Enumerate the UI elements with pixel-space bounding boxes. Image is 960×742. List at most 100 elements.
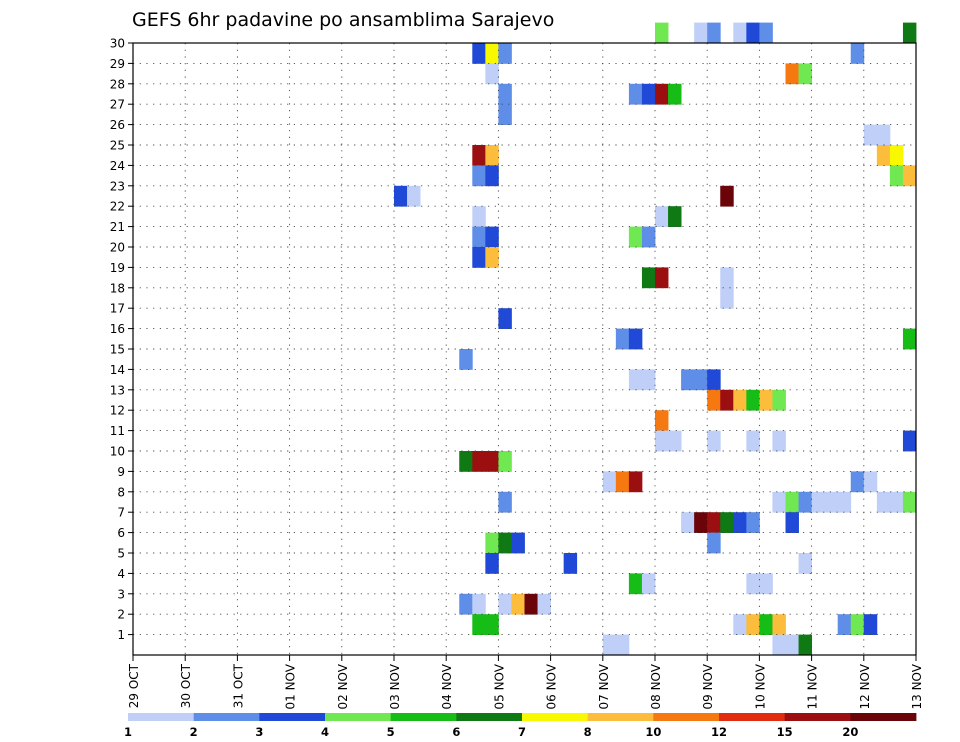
y-tick-label: 24 xyxy=(110,159,125,173)
colorbar-swatch xyxy=(653,713,720,721)
precip-cell xyxy=(863,614,878,635)
precip-cell xyxy=(707,512,721,533)
x-tick-label: 12 NOV xyxy=(858,663,872,709)
precip-cell xyxy=(733,22,747,44)
precip-cell xyxy=(459,593,473,615)
precip-cell xyxy=(668,206,682,227)
x-tick-label: 11 NOV xyxy=(806,663,820,709)
colorbar-label: 2 xyxy=(190,725,198,739)
colorbar-label: 6 xyxy=(452,725,460,739)
precip-cell xyxy=(694,22,708,44)
precip-cell xyxy=(902,491,917,513)
precip-cell xyxy=(498,104,512,125)
y-tick-label: 2 xyxy=(117,608,125,622)
colorbar-label: 1 xyxy=(124,725,132,739)
colorbar-label: 7 xyxy=(518,725,526,739)
x-tick-label: 08 NOV xyxy=(649,663,663,709)
precip-cell xyxy=(772,614,786,635)
y-tick-label: 20 xyxy=(110,241,125,255)
precip-cell xyxy=(876,491,891,513)
precip-cell xyxy=(615,328,630,350)
precip-cell xyxy=(759,614,773,635)
precip-cell xyxy=(811,491,826,513)
precip-cell xyxy=(641,369,656,391)
y-tick-label: 30 xyxy=(110,37,125,51)
y-tick-label: 29 xyxy=(110,57,125,71)
precip-cell xyxy=(563,553,578,574)
precip-cell xyxy=(668,430,682,452)
precip-cell xyxy=(655,267,669,289)
precip-cell xyxy=(746,512,760,533)
precip-cell xyxy=(798,634,812,656)
x-tick-label: 04 NOV xyxy=(440,663,454,709)
precip-cell xyxy=(407,185,421,207)
precip-cell xyxy=(472,593,486,615)
precip-cell xyxy=(863,471,878,493)
x-tick-label: 10 NOV xyxy=(753,663,767,709)
precip-cell xyxy=(615,634,630,656)
y-tick-label: 13 xyxy=(110,383,125,397)
precip-cell xyxy=(459,451,473,472)
y-tick-label: 23 xyxy=(110,179,125,193)
precip-cell xyxy=(485,63,499,85)
precip-cell xyxy=(628,226,643,248)
y-tick-label: 5 xyxy=(117,547,125,561)
precip-cell xyxy=(720,185,734,207)
precip-cell xyxy=(498,593,512,615)
precip-cell xyxy=(733,614,747,635)
colorbar-label: 12 xyxy=(711,725,727,739)
y-tick-label: 21 xyxy=(110,220,125,234)
x-tick-label: 29 OCT xyxy=(127,663,141,708)
precip-cell xyxy=(720,287,734,309)
y-tick-label: 18 xyxy=(110,281,125,295)
precip-cell xyxy=(746,389,760,411)
precip-cell xyxy=(772,634,786,656)
precip-cell xyxy=(655,22,669,44)
cells-layer xyxy=(394,22,917,656)
precip-cell xyxy=(498,451,512,472)
precip-cell xyxy=(798,491,812,513)
precip-cell xyxy=(772,389,786,411)
precip-cell xyxy=(733,512,747,533)
chart-title: GEFS 6hr padavine po ansamblima Sarajevo xyxy=(132,9,554,31)
precip-cell xyxy=(472,206,486,227)
y-tick-label: 10 xyxy=(110,445,125,459)
precip-cell xyxy=(681,369,695,391)
precip-cell xyxy=(472,165,486,187)
precip-cell xyxy=(902,165,917,187)
precip-cell xyxy=(707,389,721,411)
y-axis: 1234567891011121314151617181920212223242… xyxy=(110,37,133,642)
precip-cell xyxy=(498,43,512,64)
precip-cell xyxy=(681,512,695,533)
colorbar-label: 10 xyxy=(645,725,661,739)
colorbar-swatch xyxy=(522,713,589,721)
precip-cell xyxy=(615,471,630,493)
y-tick-label: 11 xyxy=(110,424,125,438)
precip-cell xyxy=(472,247,486,268)
x-tick-label: 02 NOV xyxy=(336,663,350,709)
precip-cell xyxy=(628,328,643,350)
precip-cell xyxy=(902,22,917,44)
precip-cell xyxy=(850,614,865,635)
y-tick-label: 19 xyxy=(110,261,125,275)
x-tick-label: 30 OCT xyxy=(179,663,193,708)
y-tick-label: 6 xyxy=(117,526,125,540)
colorbar-label: 5 xyxy=(387,725,395,739)
colorbar-swatch xyxy=(193,713,260,721)
y-tick-label: 14 xyxy=(110,363,125,377)
x-tick-label: 07 NOV xyxy=(597,663,611,709)
colorbar-label: 8 xyxy=(584,725,592,739)
colorbar: 1 2 3 4 5 6 7 8 10 12 15 20 xyxy=(124,713,917,739)
x-tick-label: 31 OCT xyxy=(231,663,245,708)
precip-cell xyxy=(785,63,799,85)
precip-cell xyxy=(485,532,499,554)
precip-cell xyxy=(772,430,786,452)
x-tick-label: 03 NOV xyxy=(388,663,402,709)
precip-cell xyxy=(485,614,499,635)
precip-cell xyxy=(837,614,852,635)
x-axis: 29 OCT 30 OCT 31 OCT 01 NOV 02 NOV 03 NOV 04 N… xyxy=(127,655,924,710)
precip-cell xyxy=(472,614,486,635)
y-tick-label: 7 xyxy=(117,506,125,520)
precip-cell xyxy=(694,512,708,533)
precip-cell xyxy=(720,267,734,289)
